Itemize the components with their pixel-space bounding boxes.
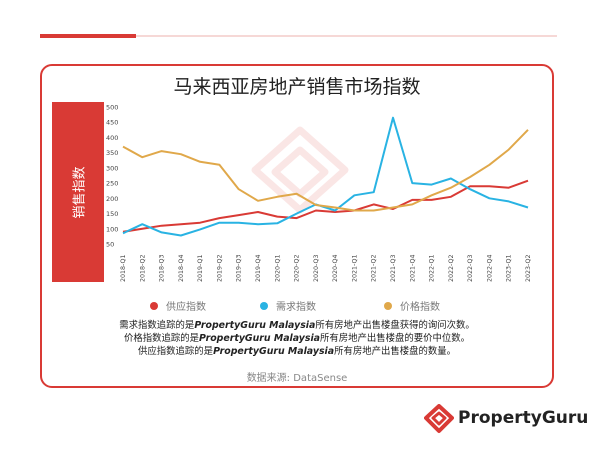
- legend-item-supply: 供应指数: [150, 298, 206, 313]
- legend-dot-supply: [150, 301, 158, 310]
- y-tick-label: 100: [106, 225, 118, 233]
- propertyguru-logo-icon: [424, 404, 454, 433]
- x-tick-label: 2023-Q2: [525, 255, 532, 283]
- watermark-logo-icon: [251, 126, 349, 214]
- x-tick-label: 2018-Q3: [159, 255, 166, 283]
- chart-card: [40, 64, 554, 388]
- note-price: 价格指数追踪的是PropertyGuru Malaysia所有房地产出售楼盘的要…: [123, 333, 471, 344]
- y-tick-label: 500: [106, 104, 118, 112]
- x-tick-label: 2019-Q3: [236, 254, 243, 282]
- note-demand: 需求指数追踪的是PropertyGuru Malaysia所有房地产出售楼盘获得…: [119, 320, 475, 331]
- y-axis-label-block: 销售指数: [52, 102, 104, 282]
- top-divider-line: [136, 35, 557, 37]
- x-tick-label: 2022-Q4: [486, 254, 493, 282]
- y-tick-label: 250: [106, 180, 118, 188]
- x-tick-label: 2022-Q1: [429, 255, 436, 283]
- x-tick-label: 2018-Q2: [139, 255, 146, 283]
- x-tick-label: 2019-Q4: [255, 255, 262, 283]
- y-tick-label: 350: [106, 149, 118, 157]
- top-accent-bar: [40, 34, 136, 38]
- data-source: 数据来源: DataSense: [246, 373, 348, 384]
- x-tick-label: 2019-Q1: [197, 255, 204, 283]
- x-tick-label: 2020-Q1: [274, 255, 281, 283]
- y-tick-label: 200: [106, 195, 118, 203]
- x-tick-label: 2020-Q4: [332, 255, 339, 283]
- legend-dot-demand: [260, 301, 268, 310]
- x-tick-label: 2022-Q2: [448, 255, 455, 283]
- x-tick-label: 2021-Q4: [409, 255, 416, 283]
- legend-label-demand: 需求指数: [276, 302, 316, 313]
- chart-title: 马来西亚房地产销售市场指数: [173, 76, 421, 98]
- legend-item-demand: 需求指数: [260, 298, 316, 313]
- x-tick-label: 2021-Q3: [390, 255, 397, 283]
- x-tick-label: 2021-Q1: [351, 255, 358, 283]
- legend-item-price: 价格指数: [384, 298, 440, 313]
- x-tick-label: 2023-Q1: [506, 255, 513, 283]
- y-tick-label: 450: [106, 119, 118, 127]
- x-tick-label: 2018-Q1: [120, 255, 127, 283]
- chart-legend: 供应指数 需求指数 价格指数: [150, 298, 470, 314]
- note-supply: 供应指数追踪的是PropertyGuru Malaysia所有房地产出售楼盘的数…: [138, 346, 456, 357]
- x-tick-label: 2021-Q2: [371, 255, 378, 283]
- x-tick-label: 2022-Q3: [467, 255, 474, 283]
- legend-dot-price: [384, 301, 392, 310]
- x-tick-label: 2019-Q2: [216, 255, 223, 283]
- propertyguru-logo[interactable]: PropertyGuru: [424, 404, 588, 434]
- x-tick-label: 2020-Q2: [294, 255, 301, 283]
- logo-text: PropertyGuru: [458, 408, 589, 428]
- series-line-supply: [122, 179, 529, 233]
- y-tick-label: 400: [106, 134, 118, 142]
- chart-notes: 需求指数追踪的是PropertyGuru Malaysia所有房地产出售楼盘获得…: [40, 319, 554, 358]
- series-line-demand: [122, 116, 529, 237]
- y-tick-label: 150: [106, 210, 118, 218]
- y-tick-label: 50: [106, 241, 114, 249]
- legend-label-supply: 供应指数: [166, 302, 206, 313]
- x-tick-label: 2018-Q4: [178, 255, 185, 283]
- series-line-price: [122, 129, 529, 212]
- legend-label-price: 价格指数: [400, 302, 440, 313]
- x-tick-label: 2020-Q3: [313, 255, 320, 283]
- y-tick-label: 300: [106, 164, 118, 172]
